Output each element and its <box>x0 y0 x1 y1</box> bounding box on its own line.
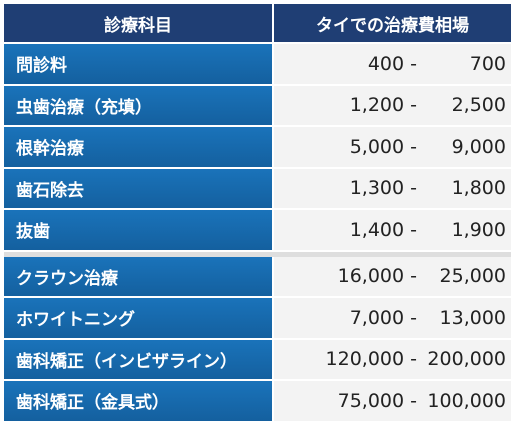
subject-cell: 抜歯 <box>4 210 274 250</box>
subject-cell: 歯石除去 <box>4 168 274 208</box>
price-cell: 5,000 - 9,000 <box>274 127 511 167</box>
subject-cell: 歯科矯正（金具式） <box>4 381 274 421</box>
price-high: 1,900 <box>451 218 506 241</box>
price-high: 13,000 <box>439 306 506 329</box>
price-low: 120,000 - <box>325 348 417 371</box>
table-row: クラウン治療 16,000 - 25,000 <box>4 256 511 298</box>
price-low: 1,300 - <box>349 177 417 200</box>
price-table: 診療科目 タイでの治療費相場 問診料 400 - 700 虫歯治療（充填） 1,… <box>4 3 511 423</box>
price-low: 1,400 - <box>349 218 417 241</box>
price-cell: 1,300 - 1,800 <box>274 168 511 208</box>
price-high: 2,500 <box>451 94 506 117</box>
subject-cell: 根幹治療 <box>4 127 274 167</box>
price-high: 100,000 <box>427 389 506 412</box>
price-low: 75,000 - <box>337 389 417 412</box>
price-cell: 16,000 - 25,000 <box>274 256 511 296</box>
subject-cell: 歯科矯正（インビザライン） <box>4 339 274 379</box>
price-cell: 1,400 - 1,900 <box>274 210 511 250</box>
price-low: 5,000 - <box>349 135 417 158</box>
header-price: タイでの治療費相場 <box>274 4 511 42</box>
price-high: 1,800 <box>451 177 506 200</box>
price-high: 9,000 <box>451 135 506 158</box>
price-high: 200,000 <box>427 348 506 371</box>
subject-cell: クラウン治療 <box>4 256 274 296</box>
table-row: 歯石除去 1,300 - 1,800 <box>4 168 511 210</box>
price-cell: 1,200 - 2,500 <box>274 85 511 125</box>
price-low: 1,200 - <box>349 94 417 117</box>
header-subject: 診療科目 <box>4 4 274 42</box>
section-divider <box>4 251 511 257</box>
table-row: 歯科矯正（金具式） 75,000 - 100,000 <box>4 381 511 423</box>
price-low: 7,000 - <box>349 306 417 329</box>
price-low: 400 - <box>367 52 417 75</box>
subject-cell: 虫歯治療（充填） <box>4 85 274 125</box>
price-high: 700 <box>469 52 506 75</box>
table-row: 問診料 400 - 700 <box>4 44 511 86</box>
table-row: 根幹治療 5,000 - 9,000 <box>4 127 511 169</box>
price-cell: 120,000 - 200,000 <box>274 339 511 379</box>
subject-cell: 問診料 <box>4 44 274 84</box>
table-row: ホワイトニング 7,000 - 13,000 <box>4 298 511 340</box>
price-cell: 75,000 - 100,000 <box>274 381 511 421</box>
price-cell: 7,000 - 13,000 <box>274 298 511 338</box>
table-header: 診療科目 タイでの治療費相場 <box>4 4 511 44</box>
price-low: 16,000 - <box>337 265 417 288</box>
price-high: 25,000 <box>439 265 506 288</box>
table-row: 抜歯 1,400 - 1,900 <box>4 210 511 252</box>
subject-cell: ホワイトニング <box>4 298 274 338</box>
table-row: 歯科矯正（インビザライン） 120,000 - 200,000 <box>4 339 511 381</box>
price-cell: 400 - 700 <box>274 44 511 84</box>
table-row: 虫歯治療（充填） 1,200 - 2,500 <box>4 85 511 127</box>
